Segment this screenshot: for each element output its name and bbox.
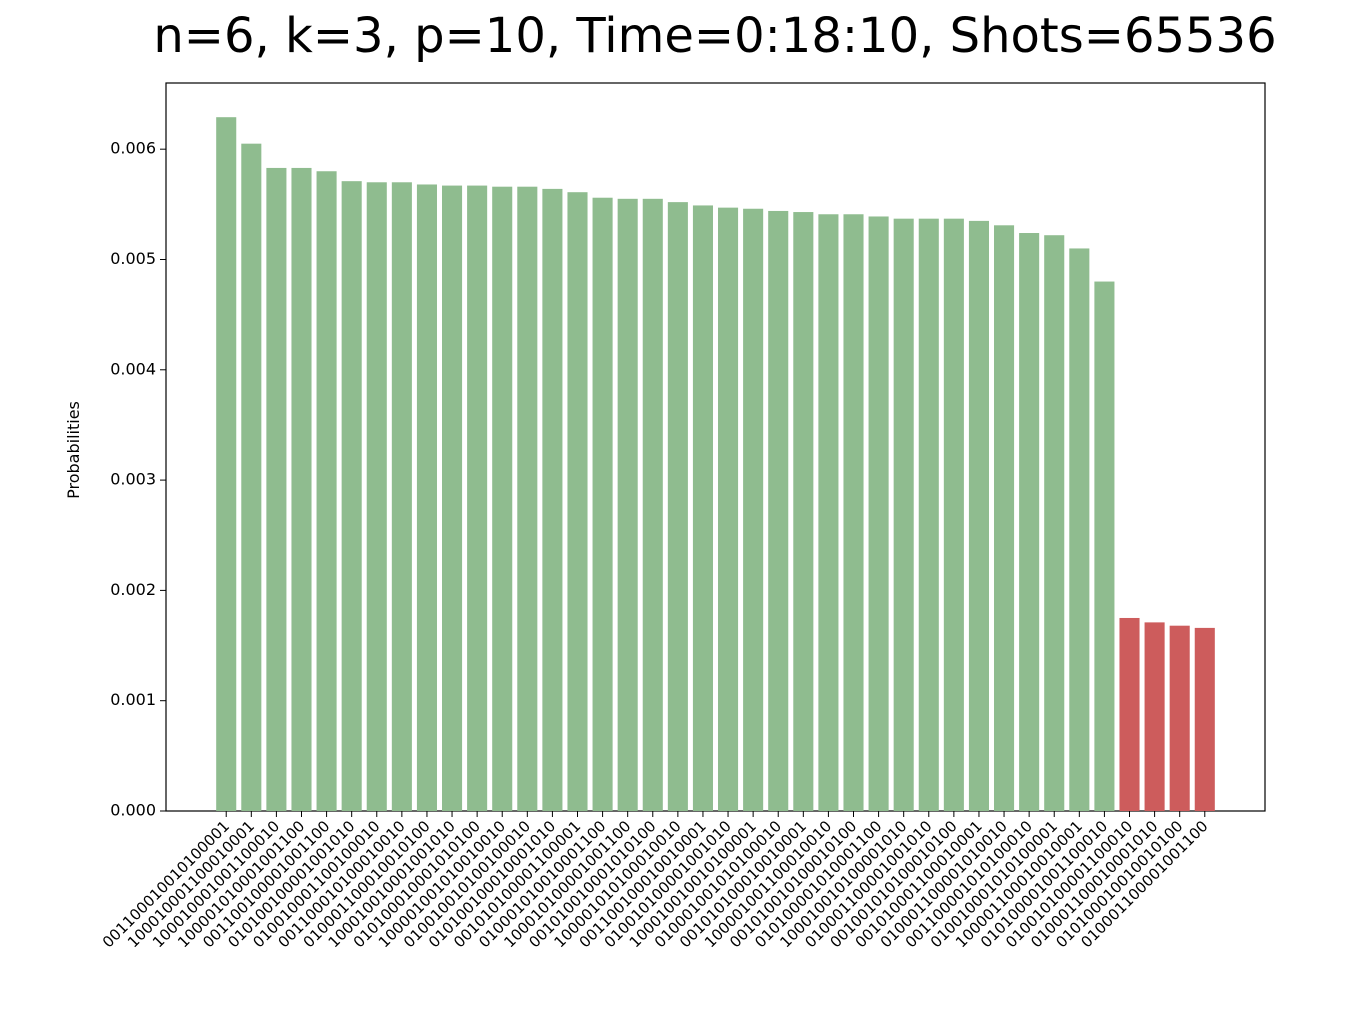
bar (968, 220, 989, 811)
bar (1169, 625, 1190, 811)
bar (893, 218, 914, 811)
y-tick-label: 0.005 (110, 249, 156, 268)
y-tick-label: 0.002 (110, 580, 156, 599)
bar (416, 184, 437, 812)
y-tick-label: 0.004 (110, 359, 156, 378)
bar (793, 212, 814, 811)
bar (492, 186, 513, 812)
bar (718, 207, 739, 811)
bar (291, 167, 312, 811)
plot-frame (165, 82, 1266, 812)
bar (1119, 617, 1140, 811)
bar (1044, 235, 1065, 811)
bar (642, 198, 663, 811)
bar (542, 188, 563, 811)
bar (1069, 248, 1090, 812)
bar (517, 186, 538, 812)
bar (843, 214, 864, 811)
bar (768, 210, 789, 811)
bar (442, 185, 463, 812)
bar (818, 214, 839, 811)
bar (868, 216, 889, 811)
bar (266, 167, 287, 811)
y-axis-label: Probabilities (64, 401, 83, 499)
y-tick-label: 0.000 (110, 801, 156, 820)
bar (617, 198, 638, 811)
bar (1019, 233, 1040, 812)
bar (216, 117, 237, 811)
bar (918, 218, 939, 811)
y-tick-label: 0.006 (110, 139, 156, 158)
bar (1194, 627, 1215, 811)
bar (1094, 281, 1115, 812)
bar (391, 182, 412, 812)
y-tick-label: 0.001 (110, 690, 156, 709)
bar (1144, 622, 1165, 811)
bar (341, 181, 362, 812)
chart-title: n=6, k=3, p=10, Time=0:18:10, Shots=6553… (153, 8, 1276, 64)
bar (667, 202, 688, 812)
bar (366, 182, 387, 812)
bar (567, 192, 588, 811)
bar (743, 208, 764, 811)
bar (316, 171, 337, 811)
bar (467, 185, 488, 812)
bar (592, 197, 613, 811)
bar (241, 143, 262, 811)
bar (994, 225, 1015, 812)
bar (692, 205, 713, 811)
bar (943, 218, 964, 811)
y-tick-label: 0.003 (110, 470, 156, 489)
